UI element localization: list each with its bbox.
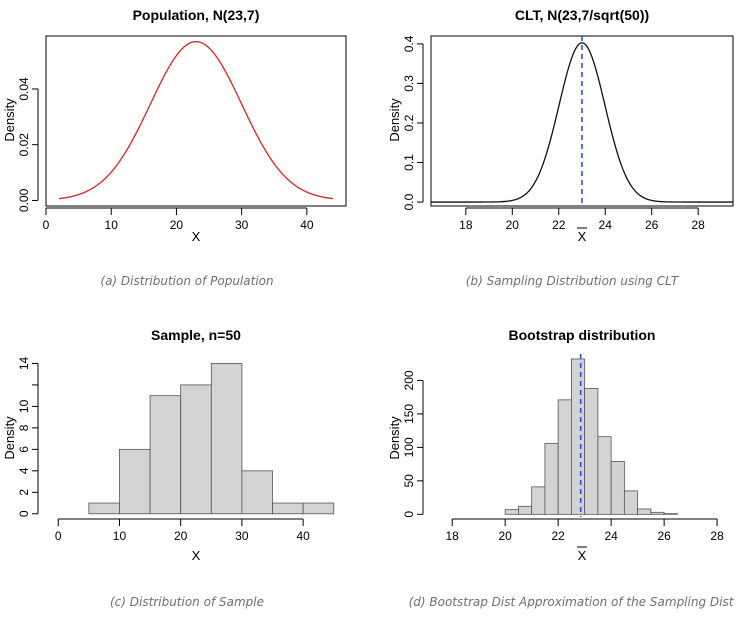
x-axis-label: X	[578, 229, 587, 244]
y-tick-label: 50	[402, 474, 416, 488]
y-tick-label: 8	[17, 424, 31, 431]
histogram-bar	[637, 508, 652, 515]
panel-sample: Sample, n=50 0 10 20 30 40 0 2 4 6 8 10 14 X Densit…	[2, 327, 335, 609]
y-tick-label: 2	[17, 489, 31, 496]
histogram-bar	[650, 511, 665, 515]
y-tick-label: 0.1	[402, 154, 416, 171]
x-tick-label: 20	[174, 529, 188, 543]
x-tick-label: 20	[170, 218, 184, 232]
y-tick-label: 0	[17, 510, 31, 517]
x-axis-label: X	[192, 548, 201, 563]
panel-title: Population, N(23,7)	[133, 7, 260, 23]
panel-population: Population, N(23,7) 0 10 20 30 40 0.00 0.02 0.0…	[2, 7, 347, 288]
panel-title: Sample, n=50	[151, 327, 241, 343]
figure-caption: (c) Distribution of Sample	[110, 595, 264, 609]
histogram-bar	[302, 502, 335, 515]
histogram-bar	[531, 486, 546, 515]
y-axis-label: Density	[2, 416, 17, 460]
x-tick-label: 40	[300, 218, 314, 232]
y-tick-label: 0.02	[17, 133, 31, 157]
y-tick-label: 14	[17, 356, 31, 370]
plot-area: 18 20 22 24 26 28 0 50 100 150 200	[402, 354, 724, 543]
density-curve	[58, 40, 334, 200]
x-tick-label: 30	[235, 529, 249, 543]
x-tick-label: 20	[498, 529, 512, 543]
x-tick-label: 40	[296, 529, 310, 543]
histogram-bar	[241, 470, 273, 515]
histogram-bar	[119, 448, 151, 515]
histogram-bar	[88, 502, 120, 515]
x-tick-label: 28	[691, 218, 705, 232]
y-tick-label: 6	[17, 446, 31, 453]
histogram-bar	[557, 399, 572, 515]
x-tick-label: 0	[55, 529, 62, 543]
x-axis-label: X	[192, 229, 201, 244]
histogram-bar	[272, 502, 304, 515]
y-tick-label: 10	[17, 399, 31, 413]
density-curve	[431, 42, 733, 203]
histogram-bar	[210, 363, 243, 515]
histogram-bar	[663, 513, 678, 515]
x-tick-label: 18	[446, 529, 460, 543]
y-axis-label: Density	[387, 416, 402, 460]
x-tick-label: 24	[599, 218, 613, 232]
x-tick-label: 18	[459, 218, 473, 232]
plot-frame	[45, 35, 347, 207]
y-tick-label: 0.2	[402, 114, 416, 131]
x-tick-label: 24	[604, 529, 618, 543]
x-tick-label: 10	[105, 218, 119, 232]
x-axis-label: X	[578, 548, 587, 563]
x-tick-label: 28	[710, 529, 724, 543]
x-tick-label: 20	[506, 218, 520, 232]
x-tick-label: 22	[552, 218, 566, 232]
histogram-bar	[180, 384, 212, 515]
panel-title: CLT, N(23,7/sqrt(50))	[515, 7, 649, 23]
histogram-bar	[518, 505, 533, 515]
y-tick-label: 4	[17, 467, 31, 474]
y-tick-label: 0.0	[402, 193, 416, 210]
y-axis-label: Density	[2, 98, 17, 142]
y-tick-label: 100	[402, 437, 416, 457]
panel-bootstrap: Bootstrap distribution 18 20 22 24 26 28 0 50 10…	[387, 327, 735, 609]
plot-area: 0 10 20 30 40 0 2 4 6 8 10 14	[17, 356, 335, 543]
y-tick-label: 0.04	[17, 77, 31, 101]
x-tick-label: 26	[645, 218, 659, 232]
histogram-bar	[610, 461, 625, 515]
figure-caption: (d) Bootstrap Dist Approximation of the …	[409, 595, 735, 609]
panel-title: Bootstrap distribution	[509, 327, 656, 343]
x-tick-label: 26	[657, 529, 671, 543]
x-tick-label: 30	[235, 218, 249, 232]
y-tick-label: 0.3	[402, 75, 416, 92]
x-tick-label: 10	[113, 529, 127, 543]
x-tick-label: 0	[43, 218, 50, 232]
y-tick-label: 0.00	[17, 188, 31, 212]
y-tick-label: 150	[402, 404, 416, 424]
histogram-bar	[571, 358, 586, 515]
histogram-bar	[584, 388, 599, 515]
figure-caption: (b) Sampling Distribution using CLT	[466, 274, 680, 288]
plot-area: 0 10 20 30 40 0.00 0.02 0.04	[17, 35, 347, 232]
plot-area: 18 20 22 24 26 28 0.0 0.1 0.2 0.3 0.4	[402, 35, 734, 232]
x-tick-label: 22	[551, 529, 565, 543]
y-tick-label: 0.4	[402, 35, 416, 52]
histogram-bar	[149, 395, 182, 515]
y-axis-label: Density	[387, 98, 402, 142]
histogram-bar	[544, 442, 559, 515]
figure-caption: (a) Distribution of Population	[100, 274, 273, 288]
histogram-bar	[623, 490, 639, 515]
histogram-bar	[597, 436, 612, 515]
y-tick-label: 0	[402, 511, 416, 518]
histogram-bar	[504, 509, 519, 515]
panel-clt: CLT, N(23,7/sqrt(50)) 18 20 22 24 26 28 0.0 0.1…	[387, 7, 734, 288]
y-tick-label: 200	[402, 370, 416, 390]
